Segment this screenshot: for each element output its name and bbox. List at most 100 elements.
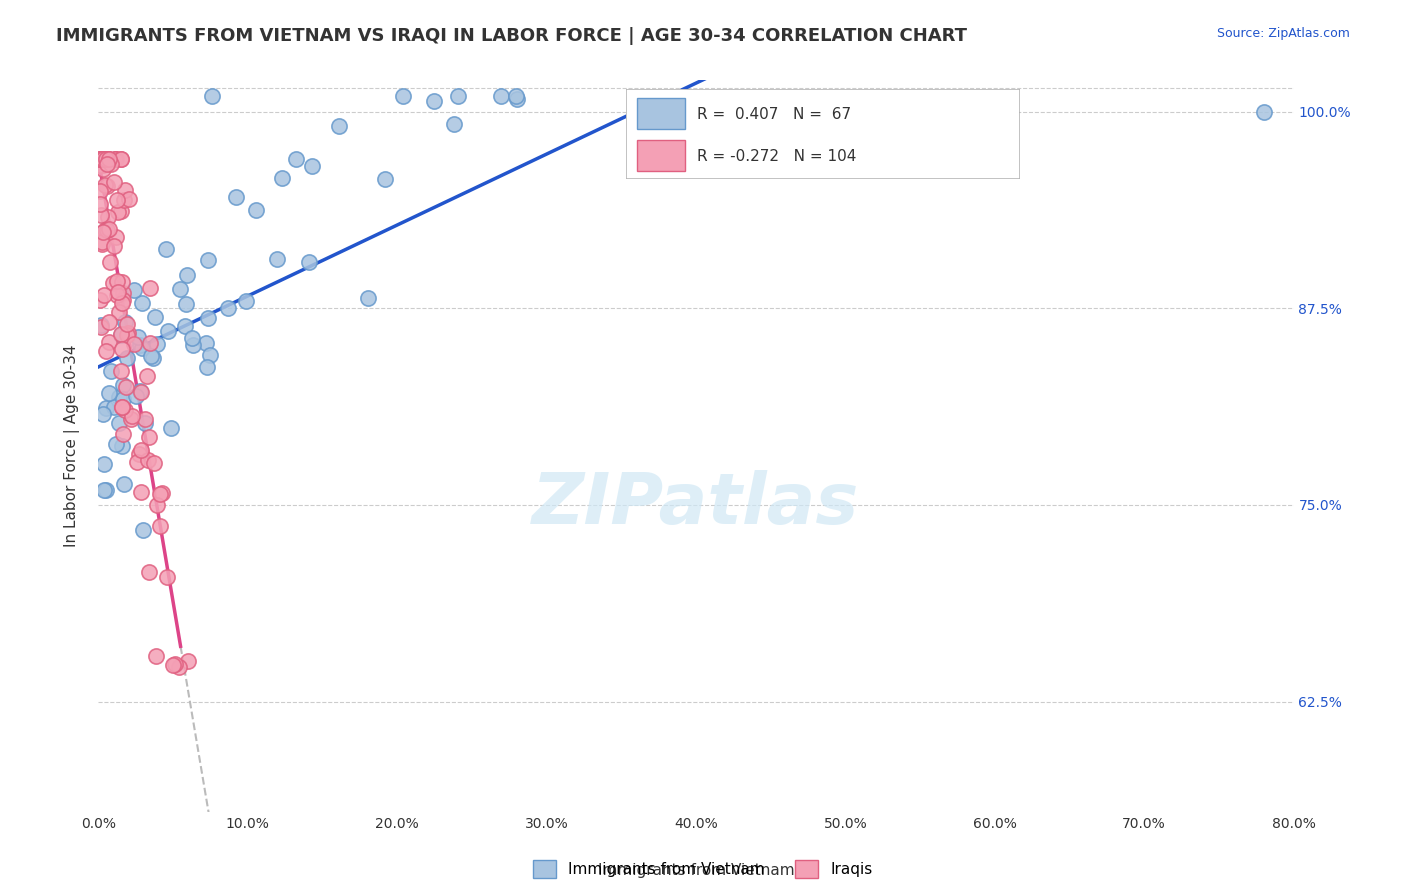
Point	[114, 402, 136, 417]
Point	[94, 483, 117, 497]
Point	[111, 342, 134, 356]
Point	[111, 293, 134, 307]
Point	[298, 255, 321, 269]
Point	[125, 455, 148, 469]
Point	[128, 384, 150, 398]
Point	[120, 411, 142, 425]
Point	[174, 297, 197, 311]
Point	[149, 487, 172, 501]
Point	[105, 193, 128, 207]
Point	[105, 288, 128, 302]
Point	[96, 152, 118, 166]
Text: Source: ZipAtlas.com: Source: ZipAtlas.com	[1216, 27, 1350, 40]
Point	[115, 379, 138, 393]
Point	[141, 349, 163, 363]
Point	[129, 485, 152, 500]
Point	[134, 417, 156, 431]
Point	[89, 152, 111, 166]
Point	[506, 92, 529, 106]
Point	[103, 401, 125, 415]
Point	[150, 486, 173, 500]
Point	[143, 310, 166, 324]
Point	[91, 152, 114, 166]
Point	[156, 324, 179, 338]
Point	[114, 315, 136, 329]
Point	[96, 156, 118, 170]
Point	[173, 319, 195, 334]
Point	[91, 162, 114, 177]
Point	[96, 222, 118, 236]
Point	[94, 223, 117, 237]
Point	[90, 152, 112, 166]
Point	[94, 344, 117, 359]
Point	[217, 301, 239, 316]
Point	[225, 190, 247, 204]
Point	[93, 457, 115, 471]
Point	[93, 152, 115, 166]
Point	[181, 338, 204, 352]
Point	[103, 175, 125, 189]
Point	[93, 483, 115, 498]
Point	[245, 203, 267, 218]
Point	[97, 211, 120, 225]
Point	[117, 327, 139, 342]
Point	[90, 320, 112, 334]
Point	[100, 364, 122, 378]
Point	[90, 152, 112, 166]
Point	[98, 335, 121, 350]
Point	[195, 360, 218, 375]
Point	[112, 285, 135, 300]
Point	[110, 152, 132, 166]
Y-axis label: In Labor Force | Age 30-34: In Labor Force | Age 30-34	[63, 344, 80, 548]
Point	[103, 152, 125, 166]
Point	[1253, 104, 1275, 119]
Point	[97, 152, 120, 166]
Point	[91, 235, 114, 249]
Point	[107, 416, 129, 430]
Point	[169, 660, 191, 674]
Point	[155, 242, 177, 256]
Point	[103, 238, 125, 252]
Point	[107, 285, 129, 299]
Text: IMMIGRANTS FROM VIETNAM VS IRAQI IN LABOR FORCE | AGE 30-34 CORRELATION CHART: IMMIGRANTS FROM VIETNAM VS IRAQI IN LABO…	[56, 27, 967, 45]
Point	[89, 157, 111, 171]
Point	[169, 282, 191, 296]
Point	[115, 317, 138, 331]
Text: ZIPatlas: ZIPatlas	[533, 470, 859, 539]
Point	[374, 171, 396, 186]
Point	[301, 159, 323, 173]
Point	[181, 330, 204, 344]
Point	[111, 378, 134, 392]
Point	[103, 276, 125, 290]
Point	[162, 657, 184, 672]
Point	[149, 519, 172, 533]
Point	[146, 337, 169, 351]
Point	[156, 570, 179, 584]
Point	[197, 253, 219, 268]
Point	[94, 152, 117, 166]
Point	[491, 89, 513, 103]
Point	[197, 311, 219, 326]
Point	[107, 390, 129, 404]
Point	[177, 654, 200, 668]
Point	[104, 152, 127, 166]
Point	[111, 275, 134, 289]
Point	[271, 171, 294, 186]
Point	[146, 499, 169, 513]
Point	[138, 565, 160, 579]
Point	[200, 89, 222, 103]
Point	[111, 400, 134, 414]
Point	[128, 338, 150, 352]
Point	[447, 89, 470, 103]
Point	[110, 204, 132, 219]
Point	[132, 523, 155, 537]
Point	[422, 94, 444, 108]
Point	[117, 326, 139, 340]
Point	[328, 120, 350, 134]
Point	[96, 179, 118, 194]
Point	[107, 204, 129, 219]
Point	[97, 152, 120, 166]
Point	[110, 328, 132, 343]
Point	[91, 407, 114, 421]
Text: Immigrants from Vietnam: Immigrants from Vietnam	[598, 863, 794, 878]
